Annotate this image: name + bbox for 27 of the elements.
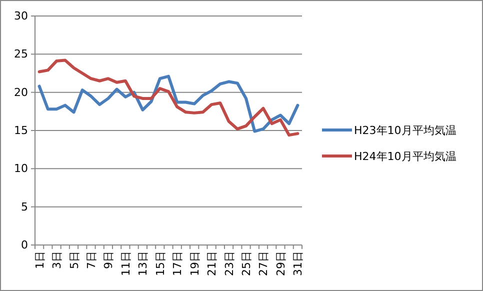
x-tick-label: 29日 xyxy=(274,251,288,276)
x-tick-label: 5日 xyxy=(68,251,81,269)
x-tick-label: 17日 xyxy=(171,251,184,276)
y-tick-label: 15 xyxy=(14,124,28,138)
x-tick-label: 19日 xyxy=(188,251,202,276)
x-tick-label: 25日 xyxy=(240,251,254,276)
x-tick-label: 15日 xyxy=(154,251,167,276)
y-tick-label: 25 xyxy=(14,48,28,61)
x-tick-label: 27日 xyxy=(257,251,270,276)
x-tick-label: 1日 xyxy=(33,251,46,269)
x-tick-label: 7日 xyxy=(84,251,98,269)
legend-label: H23年10月平均気温 xyxy=(354,124,456,137)
x-tick-label: 21日 xyxy=(206,251,219,276)
y-tick-label: 30 xyxy=(14,10,28,23)
line-series xyxy=(38,74,300,133)
x-tick-label: 31日 xyxy=(292,251,305,276)
y-tick-label: 20 xyxy=(14,86,28,99)
y-tick-label: 10 xyxy=(14,162,28,176)
x-tick-label: 23日 xyxy=(222,251,236,276)
line-series xyxy=(38,58,300,137)
y-tick-label: 0 xyxy=(21,238,28,252)
x-tick-label: 11日 xyxy=(119,251,132,276)
legend-label: H24年10月平均気温 xyxy=(354,150,456,163)
y-tick-label: 5 xyxy=(21,200,28,214)
x-tick-label: 13日 xyxy=(136,251,150,276)
x-tick-label: 3日 xyxy=(50,251,64,269)
x-tick-label: 9日 xyxy=(102,251,116,269)
